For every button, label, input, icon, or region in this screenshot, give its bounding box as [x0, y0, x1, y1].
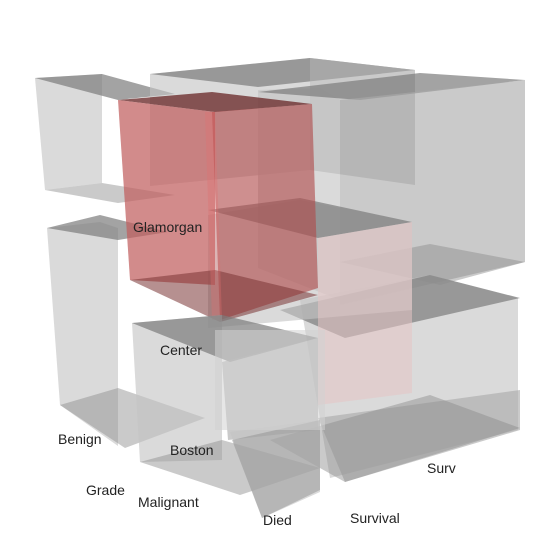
label-center: Center: [160, 342, 203, 358]
cell-front-bottom-strip: [215, 330, 325, 430]
highlighted-cell-glamorgan: [118, 92, 318, 322]
label-died: Died: [263, 512, 292, 528]
label-surv: Surv: [427, 460, 456, 476]
label-malignant: Malignant: [138, 494, 199, 510]
label-benign: Benign: [58, 431, 102, 447]
cell-back-top-left: [35, 74, 175, 203]
label-survival: Survival: [350, 510, 400, 526]
label-grade: Grade: [86, 482, 125, 498]
label-boston: Boston: [170, 442, 214, 458]
label-glamorgan: Glamorgan: [133, 219, 203, 235]
cell-front-right: [230, 420, 320, 518]
